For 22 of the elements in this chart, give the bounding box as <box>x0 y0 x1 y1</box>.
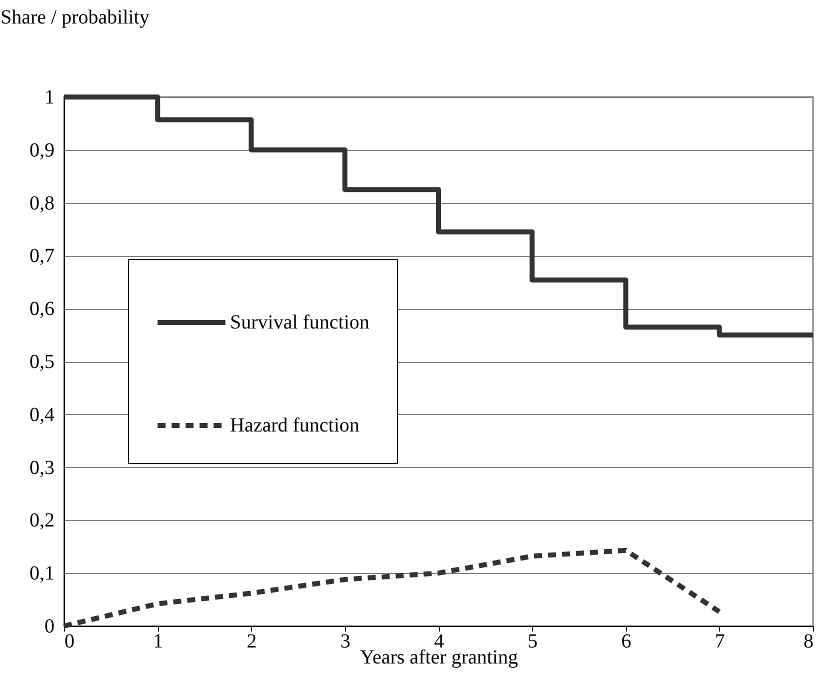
x-tick-label: 2 <box>246 630 257 652</box>
y-tick-label: 0,6 <box>30 298 54 320</box>
y-tick-label: 0,8 <box>30 192 54 214</box>
y-tick-label: 0,2 <box>30 510 54 532</box>
x-tick-label: 5 <box>528 630 538 652</box>
legend-label: Hazard function <box>230 414 360 436</box>
x-tick-label: 6 <box>621 630 632 652</box>
x-tick-label: 3 <box>340 630 350 652</box>
y-tick-label: 0,1 <box>30 562 54 585</box>
x-tick-label: 7 <box>714 630 725 652</box>
y-tick-label: 1 <box>44 86 54 108</box>
x-tick-label: 1 <box>153 630 164 652</box>
y-tick-label: 0,4 <box>30 404 54 426</box>
legend-label: Survival function <box>230 312 370 334</box>
y-tick-label: 0,3 <box>30 456 54 479</box>
y-tick-label: 0,7 <box>30 245 54 268</box>
y-tick-label: 0,9 <box>30 139 54 162</box>
x-tick-label: 0 <box>64 630 74 652</box>
y-tick-label: 0 <box>44 616 54 638</box>
x-tick-label: 8 <box>804 630 814 652</box>
y-tick-label: 0,5 <box>30 351 54 373</box>
y-axis-title: Share / probability <box>0 6 150 28</box>
